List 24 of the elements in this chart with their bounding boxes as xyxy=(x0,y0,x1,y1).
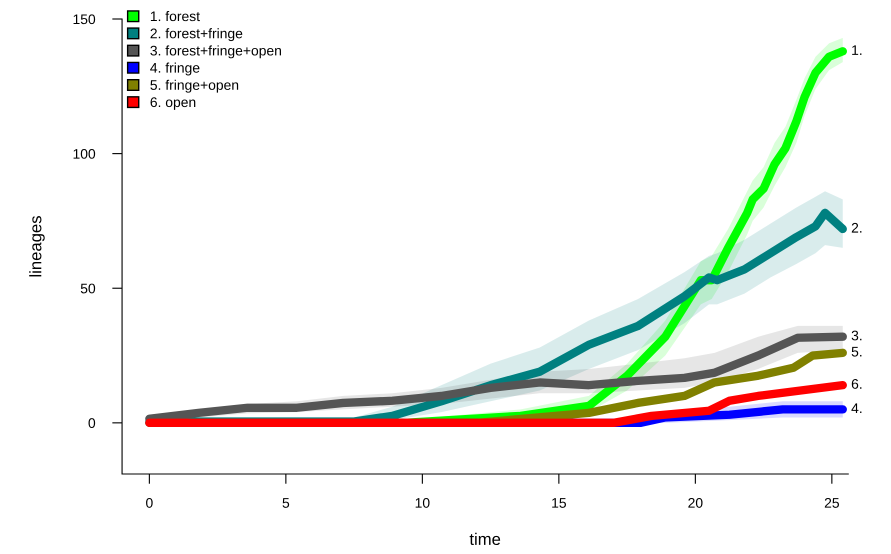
x-tick-label: 15 xyxy=(552,498,566,508)
x-tick-label: 0 xyxy=(146,498,153,508)
legend-label: 1. forest xyxy=(150,10,200,22)
x-tick-label: 20 xyxy=(688,498,703,508)
x-axis-title: time xyxy=(470,532,500,546)
text: 6. xyxy=(852,379,862,389)
legend-label: 3. forest+fringe+open xyxy=(150,45,281,58)
text: 5. xyxy=(852,346,862,357)
y-tick-label: 100 xyxy=(74,148,96,159)
legend-label: 6. open xyxy=(150,97,196,110)
y-tick-label: 50 xyxy=(80,284,96,294)
x-tick-label: 5 xyxy=(282,498,290,508)
y-axis-title: lineages xyxy=(29,216,45,276)
y-tick-label: 150 xyxy=(74,14,96,24)
text: 4. xyxy=(851,403,862,413)
text: 2. xyxy=(852,222,862,233)
legend-label: 4. fringe xyxy=(150,62,200,76)
text: 1. xyxy=(852,45,862,55)
x-tick-label: 25 xyxy=(824,498,839,508)
legend-label: 5. fringe+open xyxy=(150,80,238,93)
text: 3. xyxy=(852,330,862,340)
legend-label: 2. forest+fringe xyxy=(150,28,242,42)
y-tick-label: 0 xyxy=(88,418,96,428)
x-tick-label: 10 xyxy=(416,498,430,508)
